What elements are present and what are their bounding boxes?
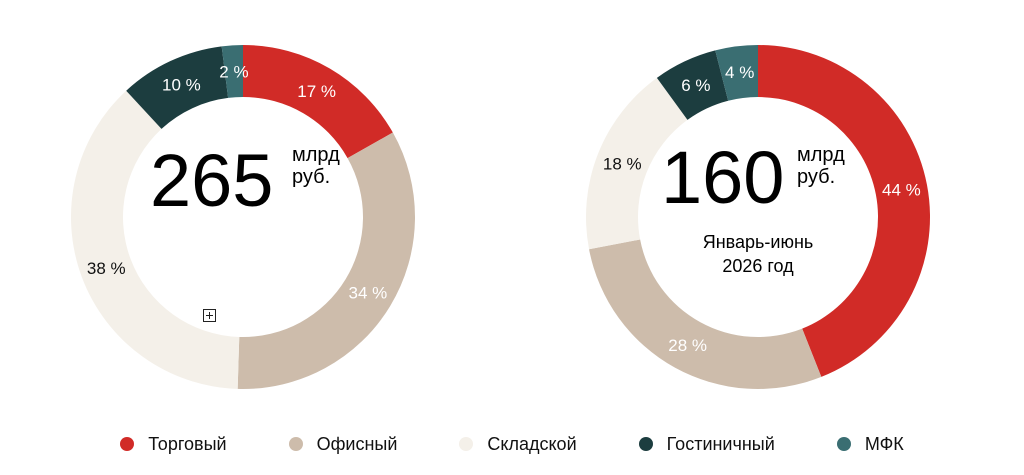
legend-label-warehouse: Складской: [487, 433, 577, 454]
legend-label-hotel: Гостиничный: [666, 433, 775, 454]
legend-item-hotel[interactable]: Гостиничный: [638, 433, 775, 455]
legend-label-mfk: МФК: [864, 433, 904, 454]
legend-label-trade: Торговый: [148, 433, 227, 454]
slice-1-5: [221, 45, 243, 98]
legend-item-office[interactable]: Офисный: [288, 433, 398, 455]
legend-swatch-trade: [120, 437, 135, 451]
slice-1-1: [243, 45, 393, 159]
slice-label-1-5: 2 %: [219, 62, 248, 81]
center-value-1: 265: [150, 139, 273, 222]
slice-label-2-3: 18 %: [603, 154, 642, 173]
chart-subtitle-line2-2: 2026 год: [722, 256, 794, 276]
slice-2-3: [586, 77, 688, 250]
center-unit-line1-2: млрд: [797, 144, 845, 166]
slice-label-2-2: 28 %: [668, 336, 707, 355]
slice-2-2: [589, 239, 822, 389]
legend-swatch-warehouse: [459, 437, 474, 451]
legend-swatch-office: [288, 437, 303, 451]
center-unit-line1-1: млрд: [292, 144, 340, 166]
center-value-2: 160: [661, 136, 784, 219]
slice-2-5: [715, 45, 758, 101]
legend: Торговый Офисный Складской Гостиничный М…: [0, 422, 1024, 466]
slice-label-1-4: 10 %: [162, 76, 201, 95]
legend-swatch-mfk: [836, 437, 851, 451]
chart-subtitle-line1-2: Январь-июнь: [703, 232, 814, 252]
legend-label-office: Офисный: [316, 433, 398, 454]
slice-label-1-1: 17 %: [297, 82, 336, 101]
legend-item-warehouse[interactable]: Складской: [459, 433, 577, 455]
legend-item-trade[interactable]: Торговый: [120, 433, 227, 455]
slice-1-2: [237, 132, 415, 389]
slice-label-2-5: 4 %: [725, 63, 754, 82]
slice-label-1-3: 38 %: [87, 259, 126, 278]
slice-label-2-1: 44 %: [882, 181, 921, 200]
slice-label-1-2: 34 %: [349, 284, 388, 303]
legend-item-mfk[interactable]: МФК: [836, 433, 904, 455]
slice-2-4: [656, 50, 729, 120]
slice-1-3: [71, 90, 240, 389]
slice-1-4: [126, 46, 229, 129]
expand-icon[interactable]: [203, 309, 216, 322]
legend-swatch-hotel: [638, 437, 653, 451]
center-unit-line2-2: руб.: [797, 166, 835, 188]
center-unit-line2-1: руб.: [292, 166, 330, 188]
slice-label-2-4: 6 %: [681, 76, 710, 95]
slice-2-1: [758, 45, 930, 377]
